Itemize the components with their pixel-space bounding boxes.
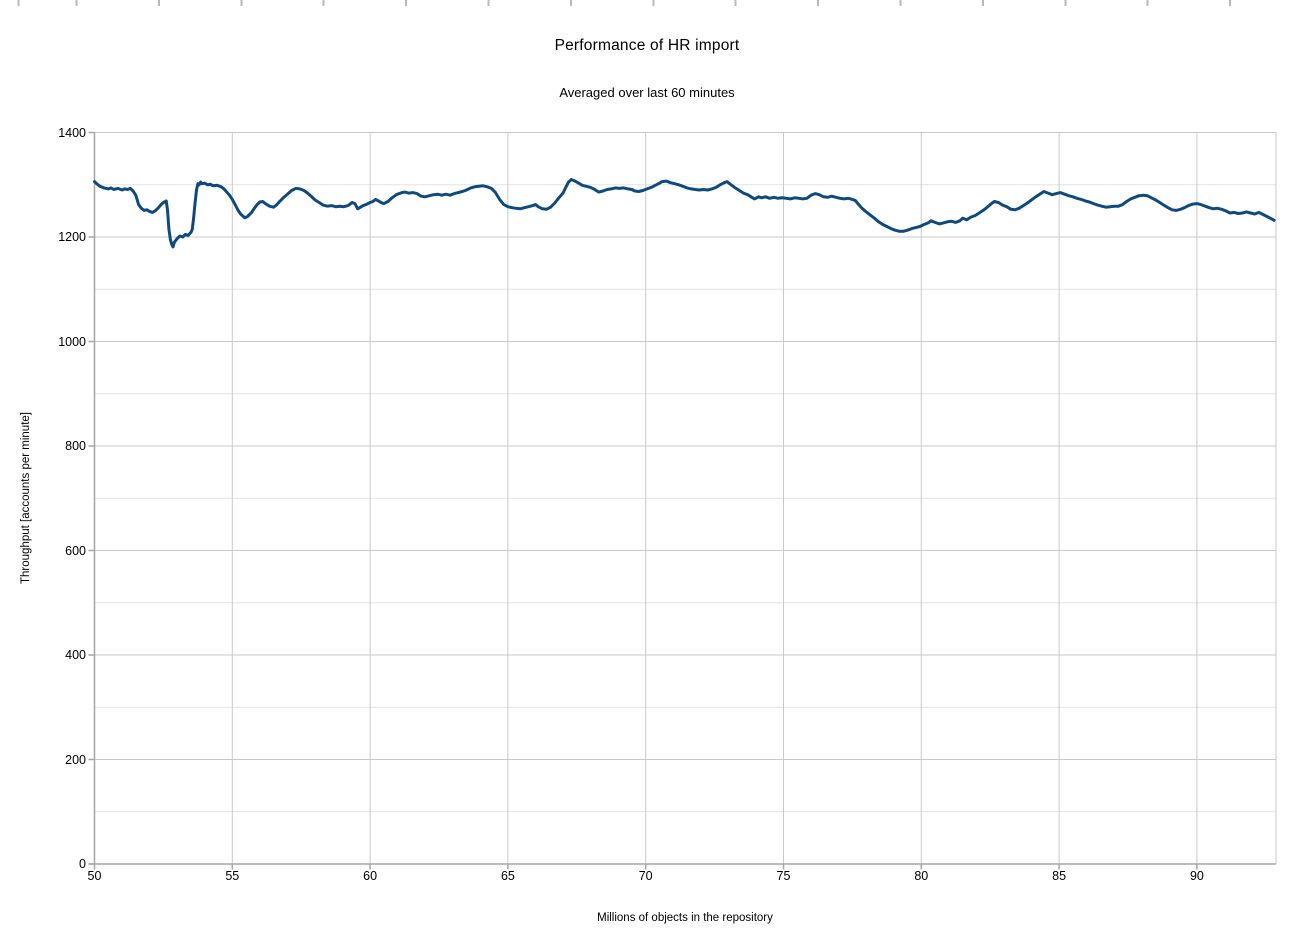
x-tick-label: 80 <box>914 869 929 883</box>
x-tick-label: 90 <box>1189 869 1204 883</box>
x-tick-label: 85 <box>1052 869 1067 883</box>
x-tick-label: 60 <box>363 869 378 883</box>
y-tick-label: 600 <box>65 543 86 558</box>
x-tick-label: 75 <box>776 869 791 883</box>
y-tick-label: 200 <box>65 752 86 767</box>
y-tick-label: 800 <box>65 439 86 453</box>
x-axis-title: Millions of objects in the repository <box>597 912 773 924</box>
y-tick-label: 1200 <box>58 230 86 244</box>
x-tick-label: 70 <box>638 869 653 883</box>
x-tick-label: 65 <box>500 869 515 883</box>
x-tick-label: 50 <box>87 869 102 883</box>
column-boundary-ticks <box>0 0 1294 6</box>
x-tick-label: 55 <box>225 869 240 883</box>
y-tick-label: 400 <box>65 648 86 662</box>
chart-title: Performance of HR import <box>554 37 740 54</box>
series-line-throughput <box>93 178 1276 249</box>
y-tick-label: 1000 <box>58 334 86 349</box>
chart-subtitle: Averaged over last 60 minutes <box>559 85 735 100</box>
y-tick-label: 0 <box>79 857 86 871</box>
y-tick-label: 1400 <box>58 125 86 140</box>
